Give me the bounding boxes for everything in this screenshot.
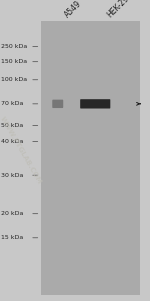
- Text: 150 kDa: 150 kDa: [1, 59, 27, 64]
- Text: 40 kDa: 40 kDa: [1, 139, 23, 144]
- Text: 30 kDa: 30 kDa: [1, 173, 23, 178]
- Text: HEK-293T: HEK-293T: [105, 0, 137, 20]
- Text: 100 kDa: 100 kDa: [1, 77, 27, 82]
- Text: 50 kDa: 50 kDa: [1, 123, 23, 128]
- Text: A549: A549: [63, 0, 83, 20]
- FancyBboxPatch shape: [52, 100, 63, 108]
- Bar: [40, 21, 140, 295]
- Text: 70 kDa: 70 kDa: [1, 101, 23, 106]
- Text: 15 kDa: 15 kDa: [1, 235, 23, 240]
- Text: WWW.PTGLAB.COM: WWW.PTGLAB.COM: [0, 116, 43, 185]
- FancyBboxPatch shape: [80, 99, 110, 108]
- Text: 20 kDa: 20 kDa: [1, 211, 23, 216]
- Text: 250 kDa: 250 kDa: [1, 44, 27, 49]
